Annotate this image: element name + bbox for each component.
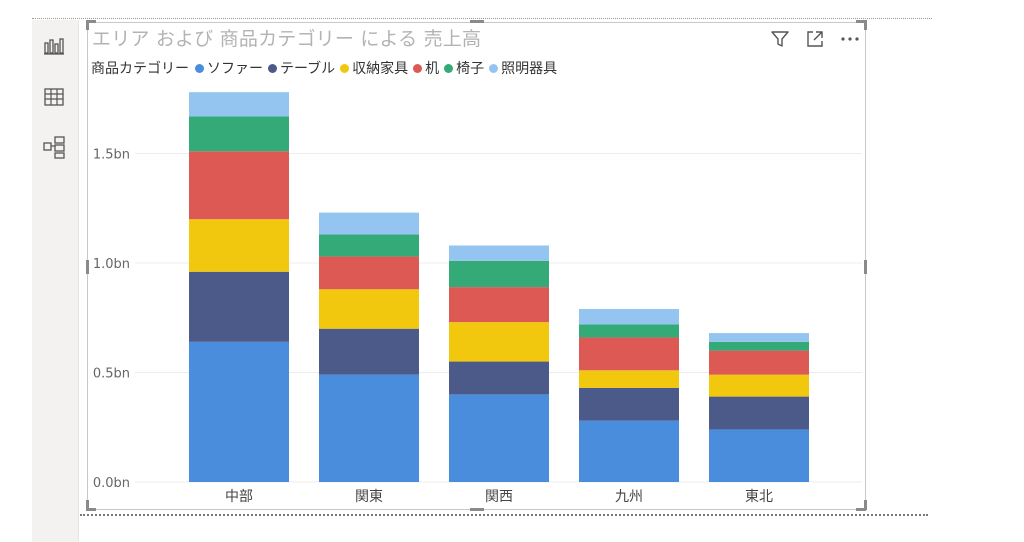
legend-item[interactable]: 照明器具	[489, 58, 557, 78]
bar-segment[interactable]	[709, 429, 809, 482]
bar-segment[interactable]	[579, 387, 679, 421]
legend-item[interactable]: 椅子	[444, 58, 484, 78]
top-divider	[32, 18, 932, 19]
legend-label: 椅子	[456, 61, 485, 77]
chart-title: エリア および 商品カテゴリー による 売上高	[92, 28, 482, 50]
bar-segment[interactable]	[189, 341, 289, 482]
legend-label: テーブル	[280, 61, 336, 77]
legend-marker	[340, 63, 350, 73]
x-tick-label: 東北	[745, 489, 773, 505]
legend-label: 収納家具	[352, 61, 409, 77]
bar-segment[interactable]	[189, 92, 289, 117]
bar-segment[interactable]	[449, 394, 549, 482]
y-tick-label: 0.5bn	[93, 367, 130, 382]
legend-item[interactable]: 机	[413, 58, 439, 78]
left-rail	[32, 20, 79, 542]
resize-handle-top-left[interactable]	[86, 20, 96, 23]
bottom-divider	[80, 514, 928, 516]
legend-label: 照明器具	[501, 61, 558, 77]
bar-segment[interactable]	[319, 289, 419, 329]
legend-item[interactable]: テーブル	[268, 58, 335, 78]
bar-segment[interactable]	[319, 212, 419, 235]
resize-handle-bottom-left[interactable]	[86, 508, 96, 511]
bar-segment[interactable]	[449, 245, 549, 261]
resize-handle-right[interactable]	[864, 260, 867, 274]
focus-mode-icon[interactable]	[804, 28, 826, 50]
y-tick-label: 1.5bn	[93, 148, 130, 163]
bar-segment[interactable]	[709, 396, 809, 430]
x-tick-label: 関西	[485, 489, 513, 505]
bar-segment[interactable]	[449, 361, 549, 395]
bar-segment[interactable]	[709, 341, 809, 351]
hierarchy-icon[interactable]	[41, 134, 67, 160]
resize-handle-bottom-right[interactable]	[856, 508, 866, 511]
bar-segment[interactable]	[319, 328, 419, 375]
bar-segment[interactable]	[189, 271, 289, 342]
y-tick-label: 0.0bn	[93, 476, 130, 491]
bar-segment[interactable]	[189, 151, 289, 220]
table-icon[interactable]	[41, 84, 67, 110]
resize-handle-left[interactable]	[86, 260, 89, 274]
bar-segment[interactable]	[189, 219, 289, 272]
bar-segment[interactable]	[709, 350, 809, 375]
resize-handle-top[interactable]	[470, 20, 484, 23]
resize-handle-top-right[interactable]	[856, 20, 866, 23]
bar-segment[interactable]	[449, 287, 549, 323]
bar-segment[interactable]	[449, 260, 549, 288]
resize-handle-top-right-v[interactable]	[864, 20, 867, 30]
legend-label: ソファー	[207, 61, 263, 77]
resize-handle-bottom-left-v[interactable]	[86, 500, 89, 510]
bar-segment[interactable]	[579, 324, 679, 338]
bar-segment[interactable]	[319, 256, 419, 290]
resize-handle-top-left-v[interactable]	[86, 20, 89, 30]
resize-handle-bottom[interactable]	[470, 508, 484, 511]
filter-icon[interactable]	[769, 28, 791, 50]
bar-segment[interactable]	[319, 374, 419, 482]
bar-segment[interactable]	[189, 116, 289, 152]
legend-label: 机	[425, 61, 440, 77]
legend-item[interactable]: 収納家具	[340, 58, 408, 78]
bar-segment[interactable]	[579, 420, 679, 482]
bar-segment[interactable]	[579, 308, 679, 325]
bar-segment[interactable]	[709, 333, 809, 342]
legend-title: 商品カテゴリー	[91, 61, 189, 77]
bar-segment[interactable]	[449, 322, 549, 362]
bar-segment[interactable]	[579, 337, 679, 371]
legend-item[interactable]: ソファー	[195, 58, 263, 78]
resize-handle-bottom-right-v[interactable]	[864, 500, 867, 510]
x-tick-label: 中部	[225, 489, 253, 505]
x-tick-label: 関東	[355, 489, 383, 505]
bar-segment[interactable]	[319, 234, 419, 257]
bar-chart-icon[interactable]	[41, 34, 67, 60]
x-tick-label: 九州	[615, 489, 643, 505]
legend-marker	[413, 63, 423, 73]
bar-segment[interactable]	[579, 370, 679, 388]
bar-segment[interactable]	[709, 374, 809, 397]
legend-marker	[489, 63, 499, 73]
y-tick-label: 1.0bn	[93, 257, 130, 272]
legend-marker	[268, 63, 277, 73]
more-options-icon[interactable]	[839, 28, 861, 50]
legend-marker	[444, 63, 454, 73]
legend-marker	[195, 63, 204, 73]
chart-legend: 商品カテゴリー ソファー テーブル 収納家具机椅子 照明器具	[91, 58, 562, 78]
